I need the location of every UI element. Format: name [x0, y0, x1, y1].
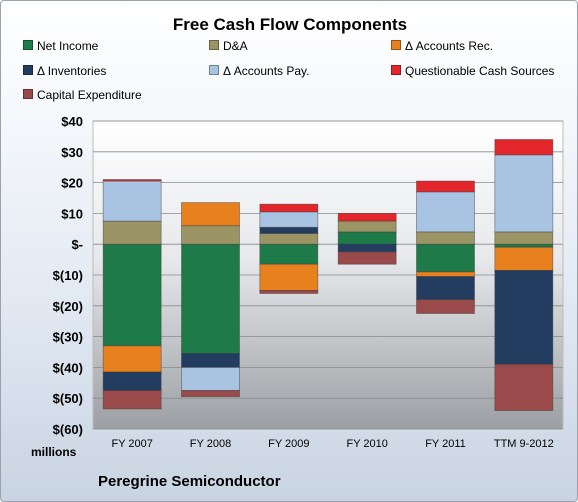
bar-segment — [416, 276, 475, 301]
bar-segment — [259, 233, 319, 245]
bar-segment — [337, 231, 397, 245]
bar-segment — [259, 243, 319, 265]
legend-item-da: D&A — [209, 39, 248, 53]
y-tick-label: $30 — [61, 145, 83, 160]
bar-segment — [259, 203, 319, 213]
y-tick-label: $(60) — [53, 422, 83, 437]
legend-item-capex: Capital Expenditure — [23, 88, 142, 102]
y-tick-label: $40 — [61, 114, 83, 129]
y-tick-label: $(30) — [53, 330, 83, 345]
legend-label-inventories: Δ Inventories — [37, 64, 107, 78]
bar-segment — [494, 231, 554, 245]
bar-segment — [494, 269, 554, 365]
legend-swatch-da — [209, 40, 219, 50]
bar-segment — [416, 231, 475, 245]
bar-segment — [337, 251, 397, 265]
y-tick-label: $(10) — [53, 268, 83, 283]
bar-segment — [181, 225, 240, 245]
y-tick-label: $20 — [61, 176, 83, 191]
bar-segment — [102, 179, 162, 182]
bar-segment — [259, 263, 319, 291]
bar-segment — [102, 345, 162, 373]
legend-swatch-capex — [23, 89, 33, 99]
x-tick-label: FY 2010 — [346, 438, 387, 450]
bar-segment — [416, 191, 475, 233]
bar-segment — [494, 243, 554, 248]
legend-item-questionable-cash: Questionable Cash Sources — [391, 64, 554, 78]
x-tick-label: FY 2008 — [190, 438, 231, 450]
bar-segment — [337, 220, 397, 233]
bar-segment — [416, 243, 475, 273]
legend-swatch-accounts-pay — [209, 65, 219, 75]
bar-segment — [259, 289, 319, 294]
y-axis-ticks: $40 $30 $20 $10 $- $(10) $(20) $(30) $(40) $(50) $… — [53, 114, 83, 437]
y-tick-label: $(20) — [53, 299, 83, 314]
bar-segment — [337, 212, 397, 222]
bar-segment — [102, 243, 162, 347]
bar-segment — [416, 271, 475, 277]
legend-swatch-accounts-rec — [391, 40, 401, 50]
bar-segment — [181, 390, 240, 398]
bar-segment — [102, 371, 162, 391]
x-axis-ticks: FY 2007 FY 2008 FY 2009 FY 2010 FY 2011 TTM 9… — [111, 438, 553, 450]
bar-segment — [181, 353, 240, 368]
legend-label-accounts-rec: Δ Accounts Rec. — [405, 39, 494, 53]
bar-segment — [416, 180, 475, 193]
y-tick-label: $- — [71, 237, 83, 252]
chart-title: Free Cash Flow Components — [172, 15, 408, 34]
x-tick-label: TTM 9-2012 — [494, 438, 554, 450]
bar-segment — [259, 211, 319, 228]
x-tick-label: FY 2009 — [268, 438, 309, 450]
legend-item-net-income: Net Income — [23, 39, 98, 53]
bar-segment — [181, 202, 240, 227]
legend-label-net-income: Net Income — [37, 39, 99, 53]
y-tick-label: $(40) — [53, 360, 83, 375]
company-name: Peregrine Semiconductor — [98, 473, 281, 490]
bar-segment — [181, 366, 240, 391]
bar-segment — [102, 180, 162, 222]
legend-swatch-net-income — [23, 40, 33, 50]
bar-segment — [494, 139, 554, 156]
legend-item-accounts-pay: Δ Accounts Pay. — [209, 64, 310, 78]
y-axis-unit-label: millions — [31, 445, 77, 459]
bar-series — [102, 139, 554, 411]
legend-label-questionable-cash: Questionable Cash Sources — [405, 64, 555, 78]
legend-item-accounts-rec: Δ Accounts Rec. — [391, 39, 493, 53]
legend-swatch-questionable-cash — [391, 65, 401, 75]
legend-label-da: D&A — [223, 39, 248, 53]
bar-segment — [259, 226, 319, 234]
bar-segment — [494, 154, 554, 233]
legend-label-capex: Capital Expenditure — [37, 88, 142, 102]
bar-segment — [102, 390, 162, 410]
legend-item-inventories: Δ Inventories — [23, 64, 106, 78]
y-tick-label: $(50) — [53, 391, 83, 406]
legend-label-accounts-pay: Δ Accounts Pay. — [223, 64, 310, 78]
y-tick-label: $10 — [61, 206, 83, 221]
bar-segment — [337, 243, 397, 253]
bar-segment — [102, 220, 162, 245]
bar-segment — [181, 243, 240, 354]
bar-segment — [494, 363, 554, 411]
bar-segment — [494, 246, 554, 271]
x-tick-label: FY 2011 — [425, 438, 466, 450]
x-tick-label: FY 2007 — [111, 438, 152, 450]
legend-swatch-inventories — [23, 65, 33, 75]
bar-segment — [416, 299, 475, 314]
gridlines — [93, 120, 563, 430]
